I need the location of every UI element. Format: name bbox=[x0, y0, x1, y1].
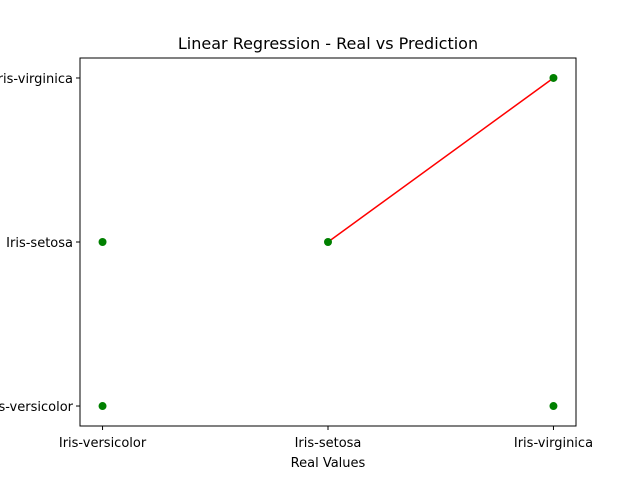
y-tick-label: Iris-setosa bbox=[6, 236, 73, 251]
scatter-point bbox=[549, 402, 558, 411]
scatter-point bbox=[549, 73, 558, 82]
chart-title: Linear Regression - Real vs Prediction bbox=[178, 34, 478, 53]
x-tick-label: Iris-setosa bbox=[295, 436, 362, 451]
scatter-point bbox=[324, 238, 332, 246]
x-axis-label: Real Values bbox=[291, 456, 366, 471]
regression-line bbox=[327, 77, 554, 243]
plot-area bbox=[98, 73, 558, 411]
scatter-point bbox=[98, 402, 107, 411]
scatter-point bbox=[98, 238, 107, 246]
x-tick-label: Iris-virginica bbox=[514, 436, 593, 451]
x-tick-label: Iris-versicolor bbox=[59, 436, 147, 451]
y-tick-label: Iris-versicolor bbox=[0, 400, 74, 415]
y-tick-label: Iris-virginica bbox=[0, 72, 73, 87]
